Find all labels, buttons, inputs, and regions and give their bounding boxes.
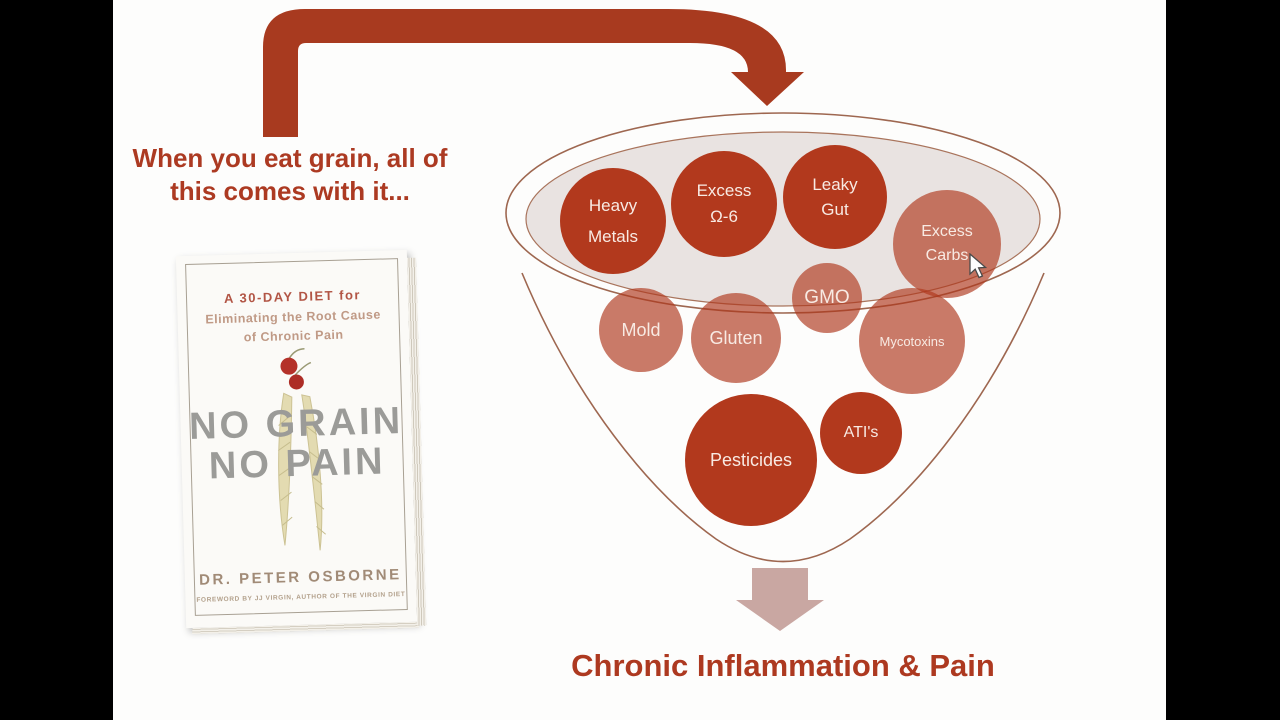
down-arrow-icon bbox=[736, 568, 824, 631]
bubble-label-line: Mycotoxins bbox=[879, 333, 945, 349]
bubble-label-line: Metals bbox=[587, 227, 639, 246]
funnel-bubble-atis: ATI's bbox=[820, 392, 902, 474]
funnel-bubble-gluten: Gluten bbox=[691, 293, 781, 383]
bubble-label-line: Gluten bbox=[709, 327, 763, 348]
funnel-bubble-leaky-gut: Leaky Gut bbox=[783, 145, 887, 249]
funnel-bubble-excess-omega-6: Excess Ω-6 bbox=[671, 151, 777, 257]
bubble-label-line: Heavy bbox=[588, 196, 638, 215]
funnel-bubble-pesticides: Pesticides bbox=[685, 394, 817, 526]
letterbox-right bbox=[1166, 0, 1280, 720]
book-title-line2: NO PAIN bbox=[208, 440, 387, 488]
lead-text-line2: this comes with it... bbox=[170, 176, 410, 206]
bubble-label-line: GMO bbox=[804, 287, 850, 308]
mouse-cursor-icon bbox=[969, 253, 988, 279]
bubble-label-line: Pesticides bbox=[709, 449, 793, 470]
funnel-bubble-excess-carbs: Excess Carbs bbox=[893, 190, 1001, 298]
funnel-bubble-mold: Mold bbox=[599, 288, 683, 372]
bent-arrow-icon bbox=[263, 9, 804, 137]
bubble-label-line: Excess bbox=[696, 181, 752, 200]
bubble-label-line: Gut bbox=[821, 200, 849, 219]
bubble-label-line: Excess bbox=[921, 223, 973, 240]
lead-text-line1: When you eat grain, all of bbox=[132, 143, 448, 173]
funnel-bubble-gmo: GMO bbox=[792, 263, 862, 333]
letterbox-left bbox=[0, 0, 113, 720]
bubble-label-line: Ω-6 bbox=[710, 207, 738, 226]
bubble-label-line: ATI's bbox=[843, 424, 879, 441]
bubble-label-line: Carbs bbox=[925, 247, 969, 264]
funnel-bubble-mycotoxins: Mycotoxins bbox=[859, 288, 965, 394]
wheat-icon bbox=[278, 347, 326, 551]
bubble-label-line: Mold bbox=[621, 319, 661, 340]
book-cover: A 30-DAY DIET for Eliminating the Root C… bbox=[175, 249, 418, 629]
bubble-label-line: Leaky bbox=[812, 175, 858, 194]
outcome-title: Chronic Inflammation & Pain bbox=[571, 648, 995, 683]
lead-text: When you eat grain, all of this comes wi… bbox=[125, 142, 455, 208]
funnel-bubble-heavy-metals: Heavy Metals bbox=[560, 168, 666, 274]
